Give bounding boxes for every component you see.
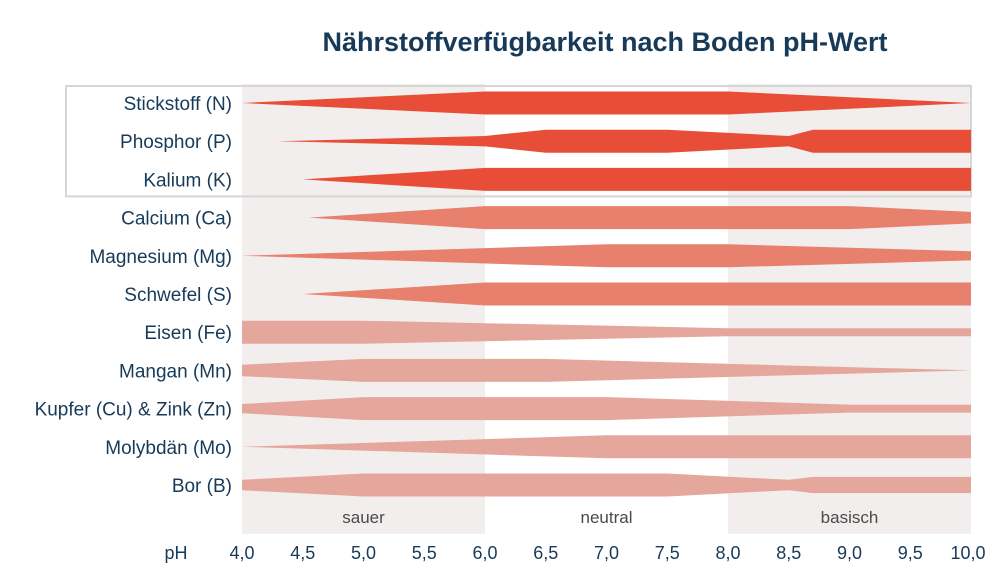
band-stickstoff-n	[242, 91, 971, 115]
x-tick-label: 7,5	[655, 543, 680, 563]
band-mangan-mn	[242, 358, 971, 382]
nutrient-bands	[242, 91, 971, 497]
zone-neutral	[485, 84, 728, 534]
zone-label-basisch: basisch	[821, 508, 879, 527]
band-schwefel-s	[302, 282, 971, 306]
band-bor-b	[242, 473, 971, 497]
label-molybdän-mo: Molybdän (Mo)	[105, 438, 232, 459]
label-stickstoff-n: Stickstoff (N)	[124, 94, 232, 115]
x-tick-label: 8,5	[776, 543, 801, 563]
band-molybdän-mo	[242, 435, 971, 459]
zone-label-neutral: neutral	[581, 508, 633, 527]
label-magnesium-mg: Magnesium (Mg)	[89, 247, 232, 268]
band-kupfer-cu-zink-zn	[242, 397, 971, 421]
label-mangan-mn: Mangan (Mn)	[119, 361, 232, 382]
x-axis: pH 4,0 4,5 5,0 5,5 6,0 6,5 7,0 7,5 8,0 8,5 9,0 9,5 10…	[164, 543, 985, 563]
label-schwefel-s: Schwefel (S)	[124, 285, 232, 306]
zone-basisch	[728, 84, 971, 534]
zone-sauer	[242, 84, 485, 534]
band-phosphor-p	[278, 129, 971, 153]
x-tick-label: 5,0	[351, 543, 376, 563]
x-axis-label: pH	[164, 543, 187, 563]
ph-zones	[242, 84, 971, 534]
x-tick-label: 7,0	[594, 543, 619, 563]
zone-label-sauer: sauer	[342, 508, 385, 527]
x-tick-label: 10,0	[950, 543, 985, 563]
band-magnesium-mg	[242, 244, 971, 268]
label-bor-b: Bor (B)	[172, 476, 232, 497]
band-eisen-fe	[242, 320, 971, 344]
x-tick-label: 9,0	[837, 543, 862, 563]
label-eisen-fe: Eisen (Fe)	[144, 323, 232, 344]
label-calcium-ca: Calcium (Ca)	[121, 209, 232, 230]
nutrient-labels: Stickstoff (N) Phosphor (P) Kalium (K) Calc…	[35, 94, 232, 497]
chart-title: Nährstoffverfügbarkeit nach Boden pH-Wer…	[322, 27, 887, 57]
band-calcium-ca	[308, 206, 971, 230]
x-tick-label: 4,5	[290, 543, 315, 563]
label-kupfer-cu-zink-zn: Kupfer (Cu) & Zink (Zn)	[35, 400, 232, 421]
x-tick-label: 8,0	[715, 543, 740, 563]
x-tick-label: 4,0	[229, 543, 254, 563]
band-kalium-k	[302, 167, 971, 191]
label-phosphor-p: Phosphor (P)	[120, 132, 232, 153]
label-kalium-k: Kalium (K)	[143, 170, 232, 191]
x-tick-label: 6,0	[472, 543, 497, 563]
x-tick-label: 6,5	[533, 543, 558, 563]
zone-labels: sauer neutral basisch	[342, 508, 878, 527]
x-tick-label: 5,5	[412, 543, 437, 563]
x-tick-label: 9,5	[898, 543, 923, 563]
